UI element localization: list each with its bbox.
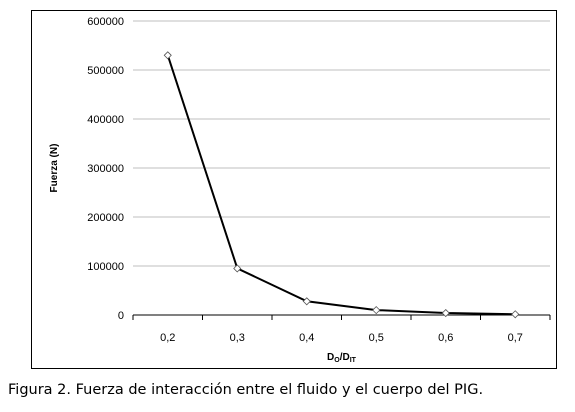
- x-axis-title: DO/DIT: [327, 352, 357, 364]
- x-tick-label: 0,3: [230, 332, 245, 344]
- data-point: [441, 308, 450, 318]
- series-line: [166, 54, 516, 316]
- x-tick-label: 0,5: [369, 332, 384, 344]
- x-tick-labels: 0,2 0,3 0,4 0,5 0,6 0,7: [160, 332, 523, 344]
- figure-caption: Figura 2. Fuerza de interacción entre el…: [8, 382, 484, 398]
- data-markers: [163, 51, 520, 319]
- data-point: [163, 51, 172, 60]
- data-point: [511, 310, 520, 319]
- y-tick-label: 0: [118, 310, 124, 322]
- y-tick-label: 300000: [87, 163, 124, 175]
- y-tick-label: 600000: [87, 16, 124, 28]
- y-axis-title: Fuerza (N): [49, 144, 60, 193]
- y-tick-label: 100000: [87, 261, 124, 273]
- y-tick-labels: 600000 500000 400000 300000 200000 100000 0: [87, 16, 124, 322]
- x-tick-label: 0,6: [438, 332, 453, 344]
- x-tick-marks: [132, 315, 551, 320]
- y-tick-label: 200000: [87, 212, 124, 224]
- data-point: [302, 297, 311, 306]
- x-tick-label: 0,2: [160, 332, 175, 344]
- x-tick-label: 0,4: [299, 332, 314, 344]
- gridlines: [133, 20, 550, 267]
- data-point: [372, 306, 381, 315]
- y-tick-label: 500000: [87, 65, 124, 77]
- data-point: [233, 264, 242, 273]
- x-tick-label: 0,7: [508, 332, 523, 344]
- y-tick-label: 400000: [87, 114, 124, 126]
